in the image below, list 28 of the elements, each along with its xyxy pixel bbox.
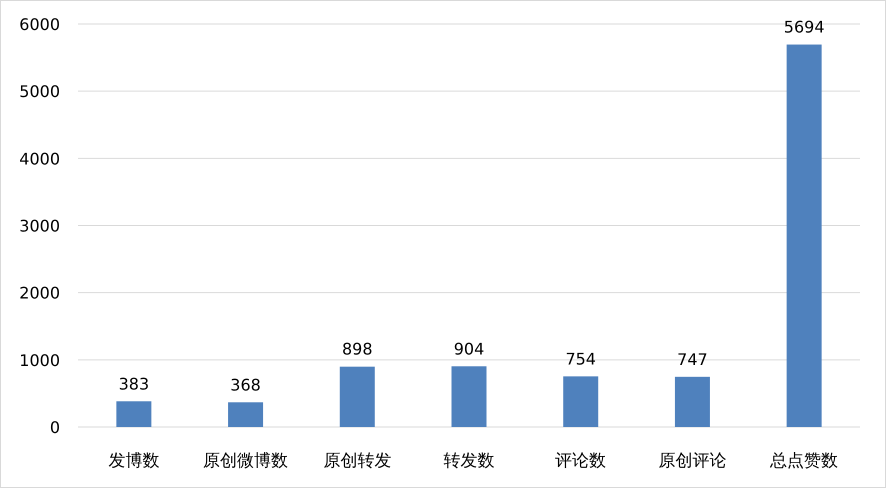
data-label: 5694 xyxy=(784,18,824,37)
y-tick-label: 6000 xyxy=(19,15,60,34)
y-tick-label: 4000 xyxy=(19,149,60,168)
x-tick-label: 总点赞数 xyxy=(769,451,838,471)
x-tick-label: 评论数 xyxy=(555,451,606,471)
x-tick-label: 转发数 xyxy=(444,451,494,471)
data-label: 747 xyxy=(677,350,708,369)
y-tick-label: 1000 xyxy=(19,350,60,370)
bar xyxy=(674,376,710,427)
x-tick-label: 发博数 xyxy=(108,451,160,471)
y-tick-label: 2000 xyxy=(19,284,60,303)
x-tick-label: 原创转发 xyxy=(323,451,392,471)
data-label: 898 xyxy=(342,340,373,359)
x-tick-label: 原创评论 xyxy=(658,451,726,471)
bar xyxy=(563,376,598,427)
data-label: 383 xyxy=(118,374,150,394)
x-tick-label: 原创微博数 xyxy=(203,451,288,471)
y-tick-label: 5000 xyxy=(19,82,60,102)
bar xyxy=(116,401,152,427)
data-label: 368 xyxy=(230,375,261,394)
y-tick-label: 3000 xyxy=(19,216,60,236)
bar xyxy=(452,366,486,427)
data-label: 904 xyxy=(454,339,484,358)
data-label: 754 xyxy=(565,349,596,368)
bar xyxy=(228,402,264,427)
y-tick-label: 0 xyxy=(50,418,60,437)
bar xyxy=(340,366,375,427)
bar xyxy=(786,44,822,427)
